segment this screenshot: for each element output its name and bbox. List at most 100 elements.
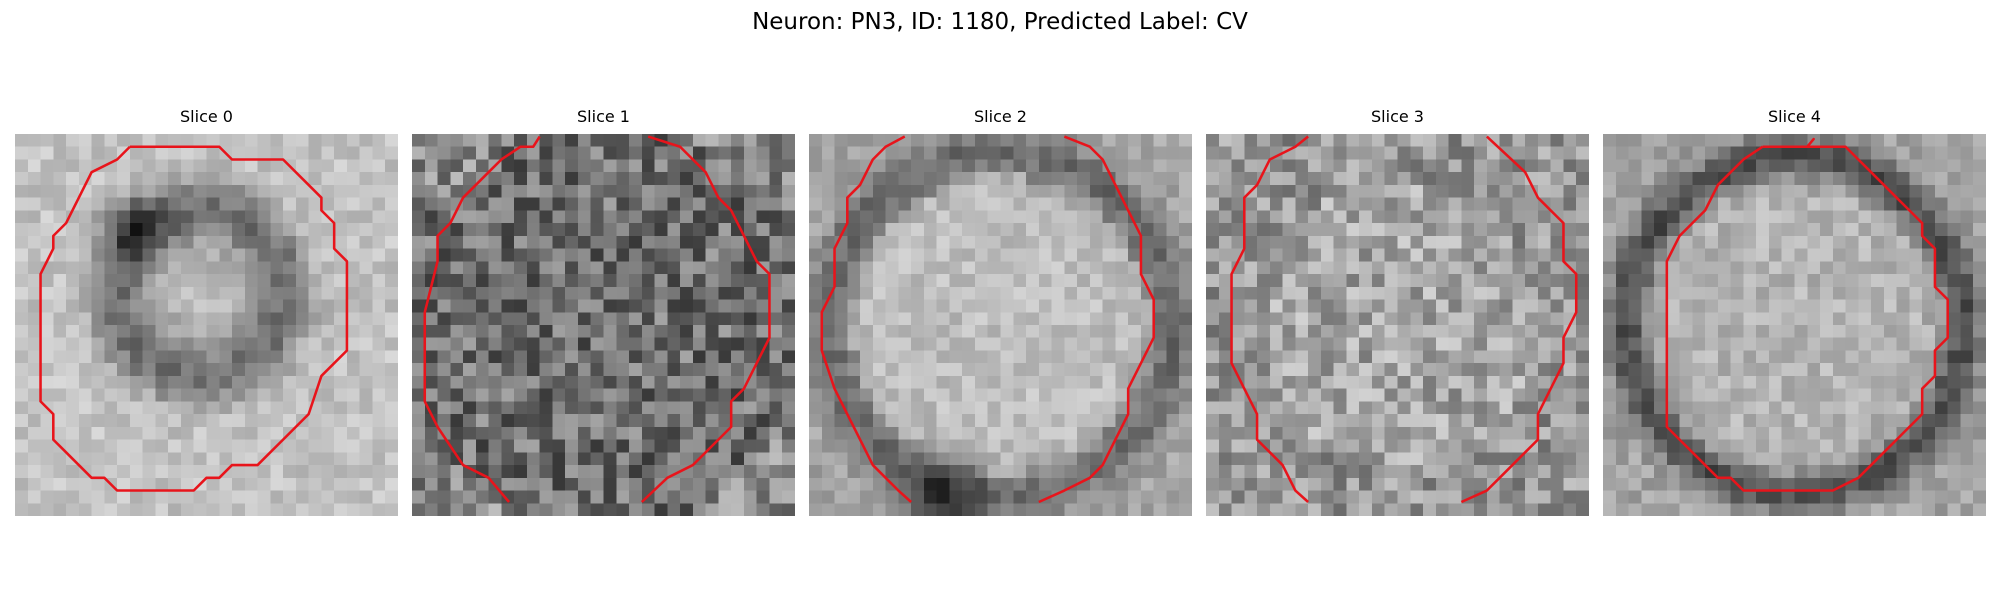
pixel [1435,159,1449,173]
pixel [1308,223,1322,237]
pixel [1743,248,1757,262]
pixel [206,465,220,479]
pixel [847,465,861,479]
pixel [526,337,540,351]
pixel [1308,414,1322,428]
pixel [1371,172,1385,186]
pixel [769,197,783,211]
pixel [1922,465,1936,479]
pixel [1371,261,1385,275]
pixel [782,286,795,300]
pixel [1563,490,1577,504]
pixel [552,414,566,428]
pixel [911,439,925,453]
pixel [680,299,694,313]
pixel [860,337,874,351]
pixel [232,312,246,326]
pixel [1244,337,1258,351]
pixel [1333,146,1347,160]
pixel [1947,146,1961,160]
pixel [1960,401,1974,415]
pixel [1883,312,1897,326]
pixel [463,337,477,351]
pixel [129,286,143,300]
pixel [987,248,1001,262]
pixel [629,248,643,262]
pixel [1397,210,1411,224]
pixel [1756,248,1770,262]
pixel [936,337,950,351]
pixel [1397,197,1411,211]
pixel [1013,490,1027,504]
pixel [1550,299,1564,313]
pixel [743,490,757,504]
pixel [1973,490,1986,504]
pixel [1051,337,1065,351]
pixel [1679,146,1693,160]
pixel [1960,490,1974,504]
pixel [1679,477,1693,491]
pixel [1461,325,1475,338]
pixel [1654,401,1668,415]
pixel [475,134,489,147]
pixel [1934,210,1948,224]
pixel [1679,235,1693,249]
pixel [1730,134,1744,147]
pixel [1832,439,1846,453]
pixel [359,223,373,237]
pixel [424,426,438,440]
pixel [206,375,220,389]
pixel [1768,350,1782,364]
pixel [1883,363,1897,377]
pixel [372,363,386,377]
pixel [1013,452,1027,466]
pixel [705,312,719,326]
pixel [603,363,617,377]
pixel [1679,503,1693,516]
pixel [769,274,783,288]
pixel [692,350,706,364]
pixel [1474,401,1488,415]
pixel [603,337,617,351]
pixel [1960,197,1974,211]
pixel [155,490,169,504]
pixel [1832,401,1846,415]
pixel [629,325,643,338]
pixel [1128,274,1142,288]
pixel [1218,337,1232,351]
pixel [180,286,194,300]
pixel [1038,503,1052,516]
pixel [1871,439,1885,453]
pixel [1768,401,1782,415]
pixel [257,477,271,491]
pixel [1140,414,1154,428]
pixel [1051,235,1065,249]
pixel [1218,426,1232,440]
pixel [923,490,937,504]
pixel [616,274,630,288]
pixel [27,274,41,288]
pixel [1282,248,1296,262]
pixel [911,134,925,147]
pixel [680,401,694,415]
pixel [1641,286,1655,300]
pixel [860,350,874,364]
pixel [1026,210,1040,224]
pixel [1218,223,1232,237]
pixel [193,465,207,479]
pixel [1371,350,1385,364]
pixel [180,439,194,453]
pixel [78,134,92,147]
pixel [1038,363,1052,377]
pixel [1384,465,1398,479]
pixel [1346,363,1360,377]
pixel [1397,159,1411,173]
pixel [782,426,795,440]
pixel [1550,235,1564,249]
pixel [1486,426,1500,440]
pixel [1756,325,1770,338]
pixel [206,210,220,224]
pixel [450,477,464,491]
pixel [193,452,207,466]
pixel [692,286,706,300]
